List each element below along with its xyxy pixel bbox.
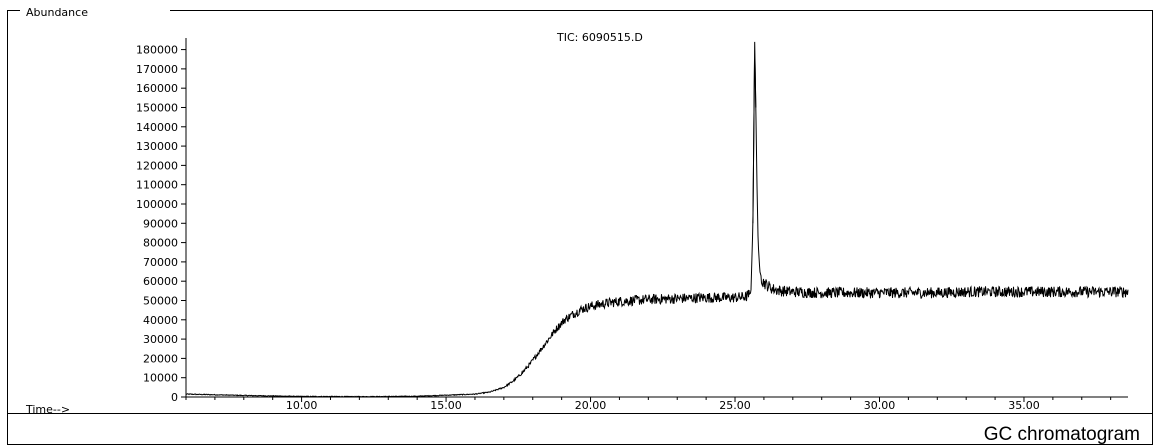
chart-title: TIC: 6090515.D — [556, 31, 643, 44]
y-tick-label: 150000 — [136, 101, 178, 114]
x-tick-label: 35.00 — [1008, 399, 1040, 412]
tic-trace — [185, 59, 1129, 398]
y-tick-label: 180000 — [136, 44, 178, 57]
y-tick-label: 0 — [171, 391, 178, 404]
y-tick-label: 170000 — [136, 63, 178, 76]
figure-caption: GC chromatogram — [984, 424, 1140, 445]
y-tick-label: 160000 — [136, 82, 178, 95]
y-tick-label: 140000 — [136, 121, 178, 134]
x-tick-label: 30.00 — [864, 399, 896, 412]
x-tick-label: 20.00 — [575, 399, 607, 412]
y-tick-label: 90000 — [143, 217, 178, 230]
outer-frame — [7, 10, 1153, 445]
y-tick-label: 110000 — [136, 179, 178, 192]
x-tick-label: 10.00 — [286, 399, 318, 412]
y-tick-label: 120000 — [136, 159, 178, 172]
x-tick-label: 25.00 — [719, 399, 751, 412]
tic-peak-apex — [752, 41, 757, 224]
x-axis-label: Time--> — [25, 403, 70, 416]
y-axis-label: Abundance — [26, 6, 88, 19]
ylabel-bg — [20, 4, 170, 18]
y-tick-label: 10000 — [143, 372, 178, 385]
y-tick-label: 100000 — [136, 198, 178, 211]
x-tick-label: 15.00 — [430, 399, 462, 412]
y-tick-label: 30000 — [143, 333, 178, 346]
y-tick-label: 70000 — [143, 256, 178, 269]
y-ticks-group: 0 10000 20000 30000 40000 50000 60000 70000 8000… — [136, 44, 186, 404]
y-tick-label: 80000 — [143, 237, 178, 250]
y-tick-label: 60000 — [143, 275, 178, 288]
y-tick-label: 40000 — [143, 314, 178, 327]
x-ticks-group: 10.00 15.00 20.00 25.00 30.00 35.00 — [185, 397, 1112, 412]
y-tick-label: 130000 — [136, 140, 178, 153]
y-tick-label: 50000 — [143, 294, 178, 307]
y-tick-label: 20000 — [143, 352, 178, 365]
